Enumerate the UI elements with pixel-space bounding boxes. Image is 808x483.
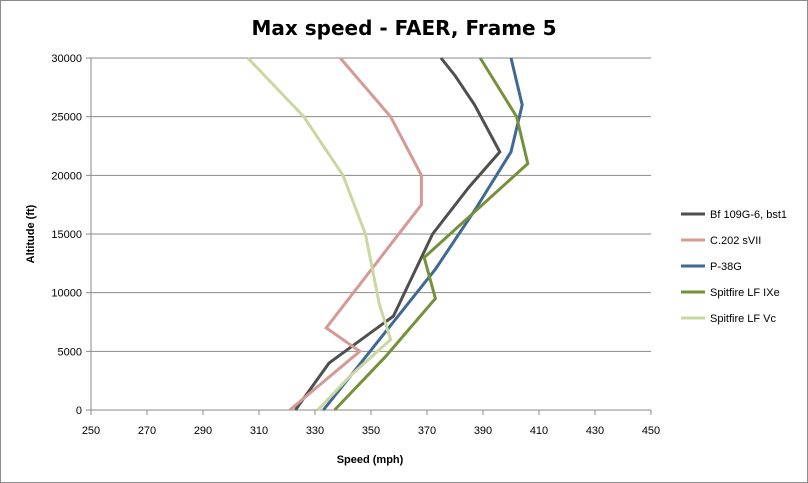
x-tick-label: 310: [250, 425, 268, 437]
x-tick-label: 270: [138, 425, 156, 437]
legend-label-spitfire-lf-vc: Spitfire LF Vc: [710, 313, 777, 325]
y-tick-label: 0: [76, 405, 82, 417]
series-line-bf-109g-6-bst1: [294, 57, 502, 411]
x-tick-label: 390: [474, 425, 492, 437]
x-tick-label: 330: [306, 425, 324, 437]
plot-area: 0 5000 10000 15000 20000 25000 30000 250 270 290 3…: [51, 53, 660, 437]
y-tick-label: 25000: [51, 112, 82, 124]
x-tick-label: 430: [586, 425, 604, 437]
x-tick-label: 370: [418, 425, 436, 437]
legend-label-bf-109g-6-bst1: Bf 109G-6, bst1: [710, 209, 787, 221]
y-tick-label: 30000: [51, 53, 82, 65]
y-tick-label: 5000: [58, 346, 82, 358]
series-line-spitfire-lf-vc: [246, 56, 393, 412]
legend-label-spitfire-lf-ixe: Spitfire LF IXe: [710, 287, 780, 299]
chart-title: Max speed - FAER, Frame 5: [251, 16, 556, 40]
x-tick-label: 250: [82, 425, 100, 437]
y-tick-label: 15000: [51, 229, 82, 241]
x-tick-label: 450: [642, 425, 660, 437]
legend: Bf 109G-6, bst1 C.202 sVII P-38G Spitfire L…: [681, 209, 787, 325]
x-tick-label: 410: [530, 425, 548, 437]
series-line-spitfire-lf-ixe: [333, 57, 530, 412]
y-tick-label: 20000: [51, 170, 82, 182]
y-tick-label: 10000: [51, 288, 82, 300]
x-axis-title: Speed (mph): [337, 454, 404, 466]
x-tick-label: 290: [194, 425, 212, 437]
series-line-p-38g: [322, 57, 524, 411]
legend-label-p-38g: P-38G: [710, 261, 742, 273]
y-axis-title: Altitude (ft): [25, 204, 37, 263]
legend-label-c-202-svii: C.202 sVII: [710, 235, 761, 247]
series-line-c-202-svii: [288, 57, 423, 412]
x-tick-label: 350: [362, 425, 380, 437]
